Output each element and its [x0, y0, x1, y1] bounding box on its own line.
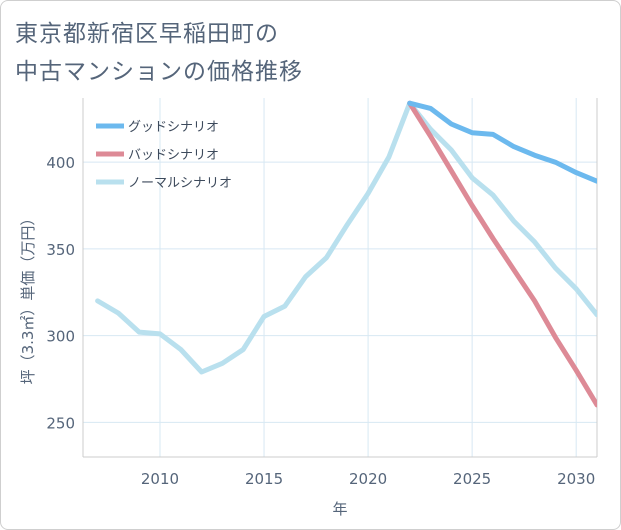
x-tick-label: 2030 — [557, 470, 595, 488]
grid-lines — [83, 98, 597, 457]
plot-area — [82, 98, 598, 458]
chart-title: 東京都新宿区早稲田町の 中古マンションの価格推移 — [15, 15, 435, 91]
y-tick-label: 300 — [46, 328, 75, 346]
y-axis-label: 坪（3.3㎡）単価（万円） — [19, 211, 37, 385]
tick-labels: 2010 2015 2020 2025 2030 250 300 350 400 — [46, 154, 595, 488]
series-line-0 — [407, 100, 597, 184]
legend-label-0: グッドシナリオ — [128, 120, 219, 135]
x-tick-label: 2025 — [453, 470, 491, 488]
legend-label-1: バッドシナリオ — [128, 148, 219, 163]
chart-title-line2: 中古マンションの価格推移 — [15, 59, 303, 85]
series-lines — [95, 100, 597, 408]
series-line-2 — [95, 100, 597, 375]
y-tick-label: 400 — [46, 154, 75, 172]
x-axis-label: 年 — [332, 500, 347, 518]
legend-label-2: ノーマルシナリオ — [128, 176, 232, 191]
y-tick-label: 250 — [46, 414, 75, 432]
y-tick-label: 350 — [46, 241, 75, 259]
x-tick-label: 2020 — [349, 470, 387, 488]
series-line-1 — [407, 100, 597, 408]
x-tick-label: 2015 — [245, 470, 283, 488]
chart-title-line1: 東京都新宿区早稲田町の — [15, 21, 279, 47]
x-tick-label: 2010 — [141, 470, 179, 488]
